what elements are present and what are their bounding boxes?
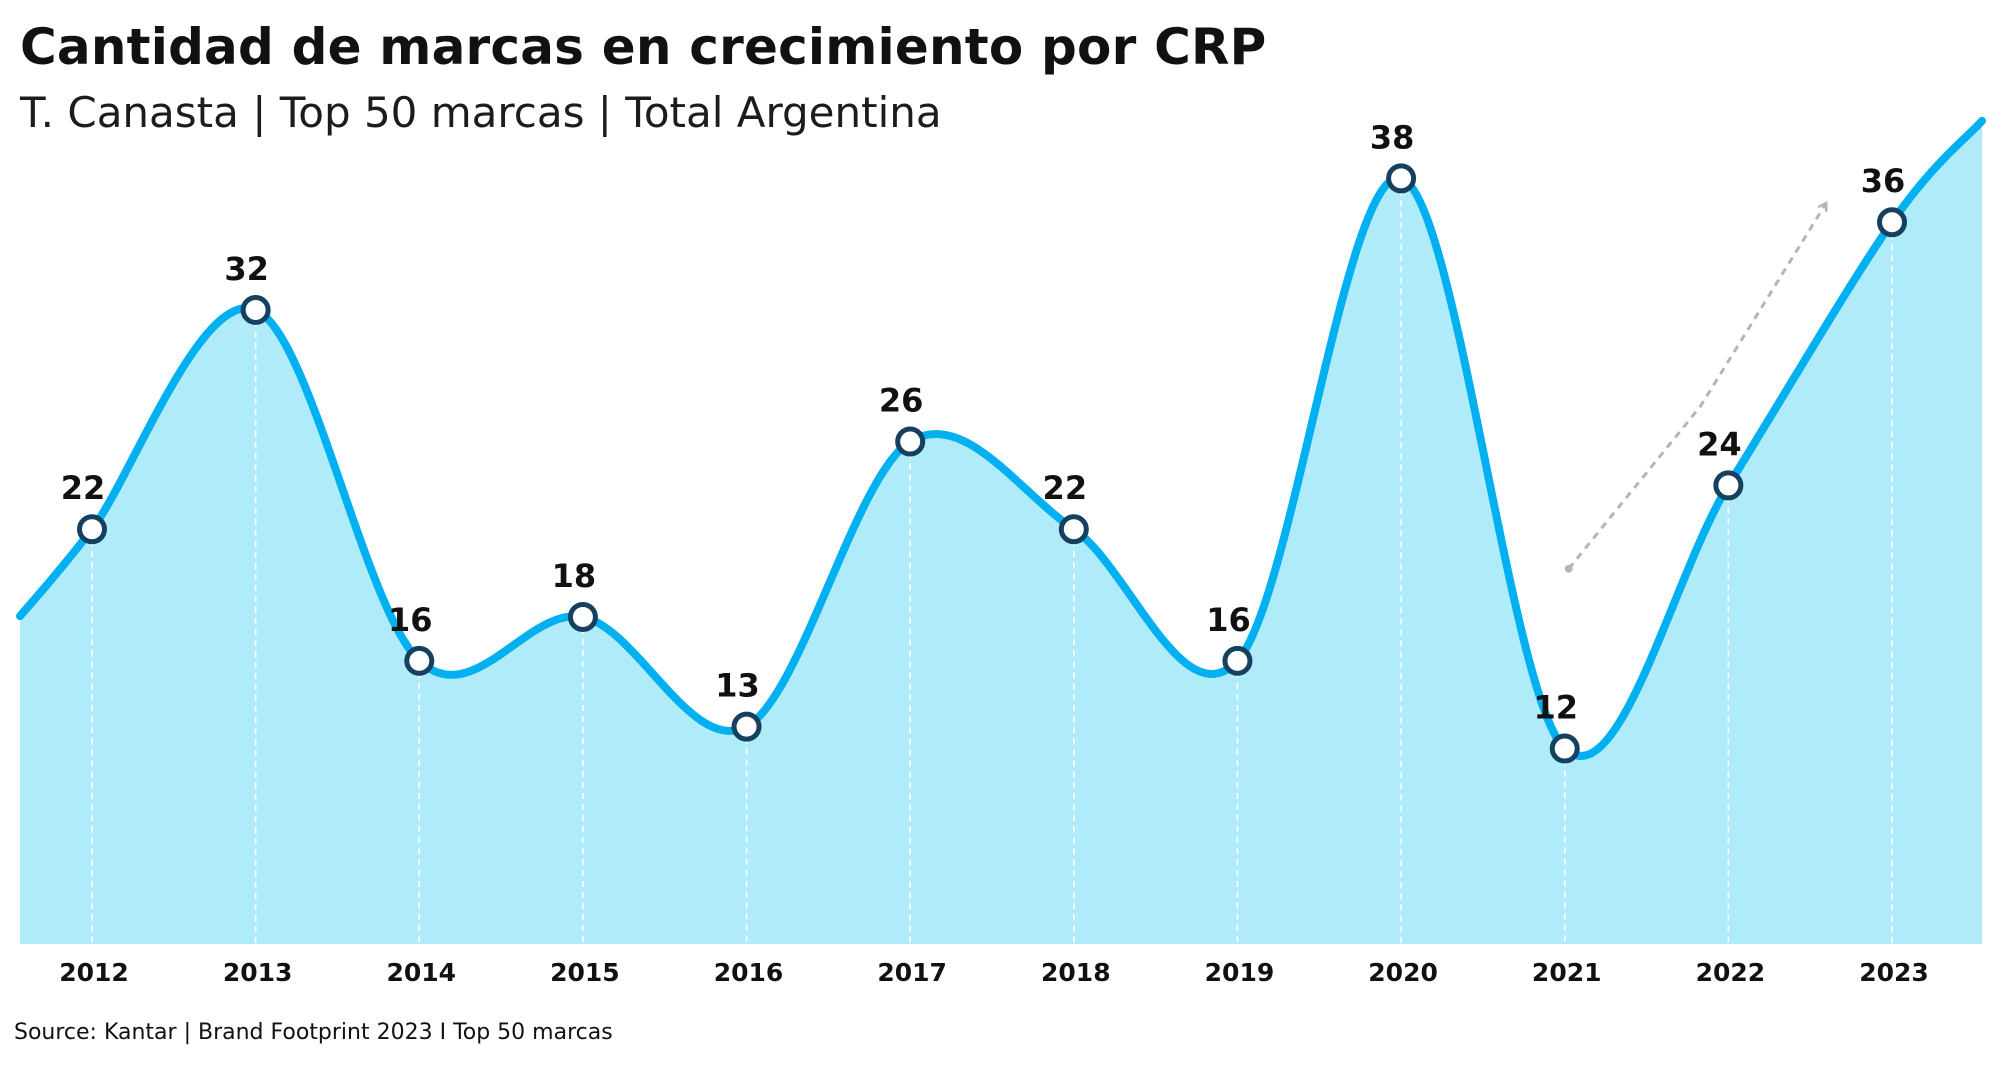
x-tick-label-2015: 2015 <box>550 958 620 987</box>
data-point-2017 <box>895 426 926 457</box>
value-label-2013: 32 <box>224 250 269 288</box>
x-tick-label-2023: 2023 <box>1859 958 1929 987</box>
x-tick-label-2021: 2021 <box>1532 958 1602 987</box>
data-point-2023 <box>1877 207 1907 238</box>
data-point-2013 <box>240 294 271 325</box>
x-tick-label-2022: 2022 <box>1696 958 1766 987</box>
value-label-2022: 24 <box>1697 425 1742 463</box>
annotation-layer <box>1564 205 1825 573</box>
value-label-2016: 13 <box>715 667 760 705</box>
x-tick-label-2013: 2013 <box>223 958 293 987</box>
data-point-2016 <box>731 711 762 742</box>
value-label-2020: 38 <box>1370 118 1415 156</box>
data-point-2022 <box>1713 470 1744 501</box>
x-tick-label-2018: 2018 <box>1041 958 1111 987</box>
value-label-2015: 18 <box>552 557 597 595</box>
chart-title: Cantidad de marcas en crecimiento por CR… <box>20 18 1267 76</box>
markers-layer <box>77 163 1907 764</box>
value-label-2018: 22 <box>1043 469 1088 507</box>
value-label-2021: 12 <box>1533 689 1578 727</box>
data-point-2014 <box>404 645 435 676</box>
area-fill-layer <box>20 120 1982 944</box>
x-tick-label-2019: 2019 <box>1205 958 1275 987</box>
x-tick-label-2012: 2012 <box>59 958 129 987</box>
value-label-2017: 26 <box>879 382 924 420</box>
x-tick-label-2017: 2017 <box>877 958 947 987</box>
gridlines-layer <box>91 178 1893 944</box>
x-tick-label-2014: 2014 <box>386 958 456 987</box>
value-label-2014: 16 <box>388 601 433 639</box>
chart-subtitle: T. Canasta | Top 50 marcas | Total Argen… <box>20 88 942 137</box>
source-note: Source: Kantar | Brand Footprint 2023 I … <box>14 1020 613 1045</box>
value-label-2019: 16 <box>1206 601 1251 639</box>
x-axis-labels-layer: 2012 2013 2014 2015 2016 2017 2018 2019 2020 2021… <box>59 958 1929 987</box>
value-labels-layer: 22 32 16 18 13 26 22 16 38 12 24 36 <box>61 118 1906 726</box>
x-tick-label-2016: 2016 <box>714 958 784 987</box>
data-point-2015 <box>567 601 598 632</box>
value-label-2012: 22 <box>61 469 106 507</box>
x-tick-label-2020: 2020 <box>1368 958 1438 987</box>
series-area-fill <box>20 120 1982 944</box>
trend-arrow <box>1567 205 1825 570</box>
data-point-2018 <box>1058 514 1089 545</box>
data-point-2019 <box>1222 645 1253 676</box>
value-label-2023: 36 <box>1861 162 1906 200</box>
data-point-2021 <box>1549 733 1580 764</box>
data-point-2020 <box>1386 163 1417 194</box>
data-point-2012 <box>77 514 107 545</box>
